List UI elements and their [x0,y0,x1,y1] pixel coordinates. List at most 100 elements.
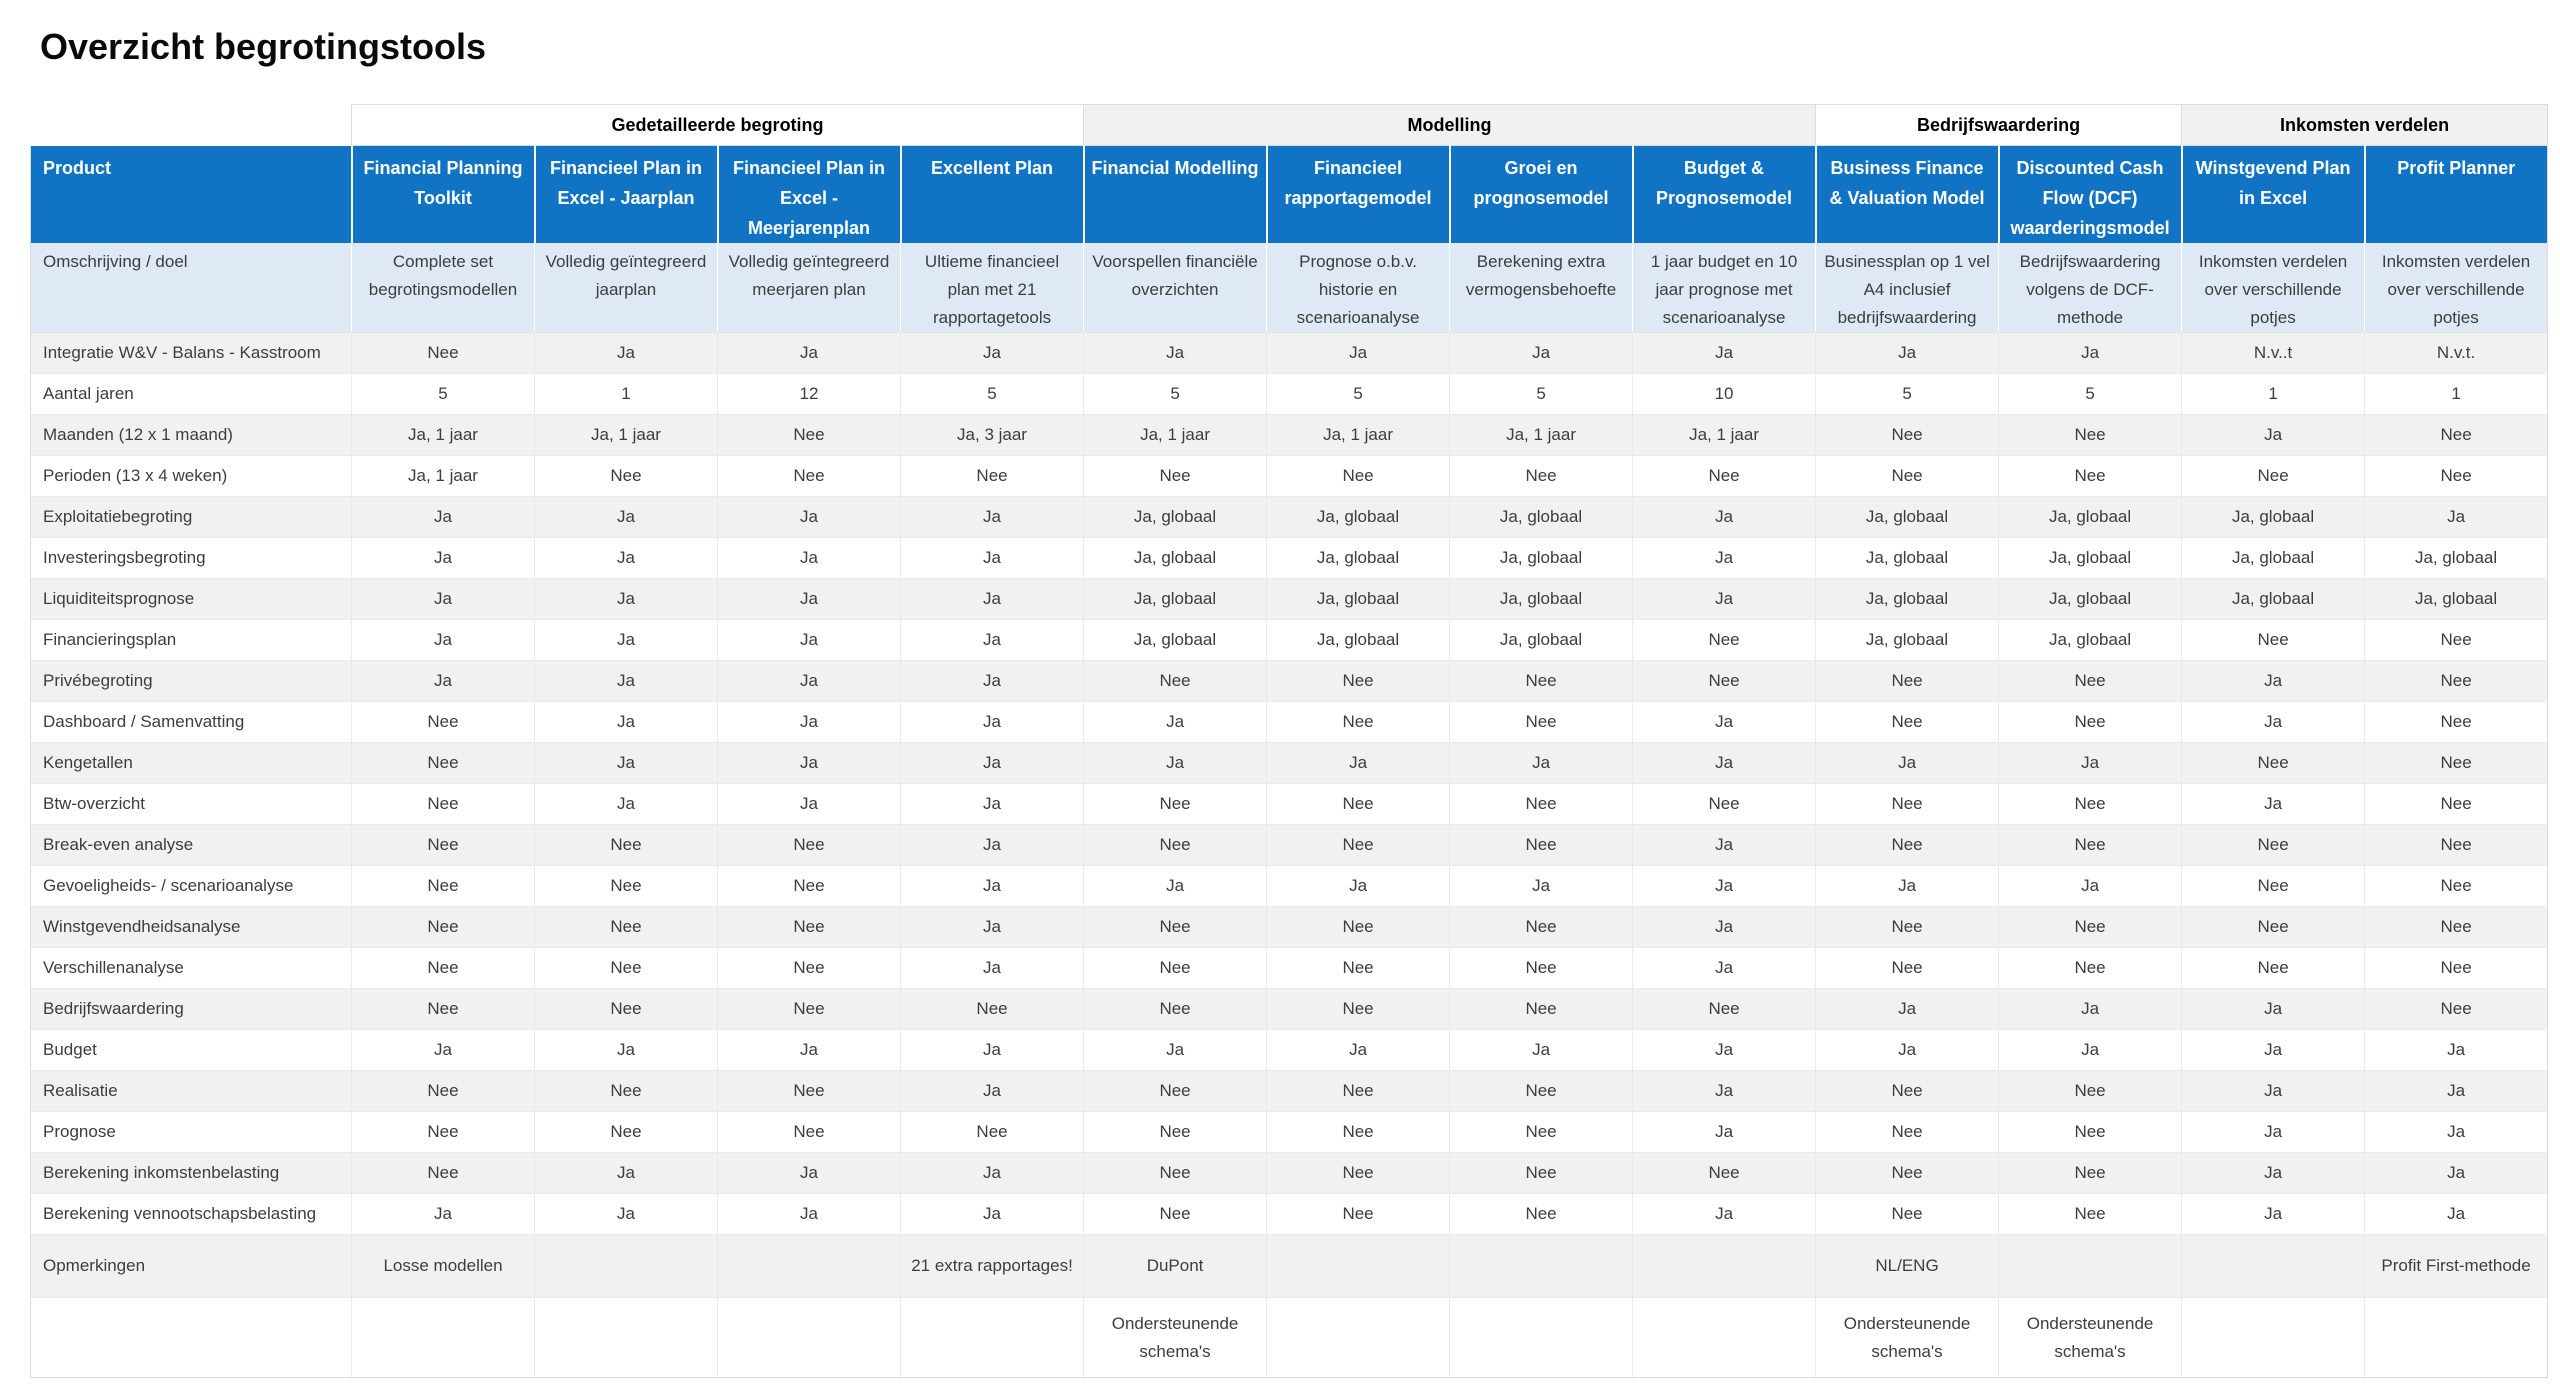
data-cell: Nee [717,906,901,948]
data-cell: Nee [2364,619,2549,661]
data-cell: Ja [2181,783,2366,825]
table-row: Aantal jaren 5 1 12 5 5 5 5 10 5 5 1 1 [30,373,2549,415]
data-cell: Ja [1449,742,1634,784]
row-label: Privébegroting [30,660,352,702]
data-cell: Nee [1266,1070,1451,1112]
data-cell [2181,1297,2366,1378]
table-row: Investeringsbegroting Ja Ja Ja Ja Ja, globaal… [30,537,2549,579]
data-cell: Ja [2181,1111,2366,1153]
product-column-header: Product [30,145,353,243]
data-cell: Nee [1266,1152,1451,1194]
data-cell: Ja [1083,1029,1268,1071]
data-cell: Ja, globaal [2181,578,2366,620]
row-label: Budget [30,1029,352,1071]
data-cell: Nee [1083,1152,1268,1194]
data-cell: Ja, globaal [1998,578,2183,620]
data-cell: Ja [1632,701,1817,743]
table-container: Gedetailleerde begroting Modelling Bedrijf… [30,104,2560,1378]
data-cell: Ja, globaal [2364,578,2549,620]
data-cell: Ja [351,496,535,538]
data-cell: Nee [1083,1070,1268,1112]
table-row: Budget Ja Ja Ja Ja Ja Ja Ja Ja Ja Ja Ja Ja [30,1029,2549,1071]
data-cell: Nee [900,455,1085,497]
data-cell: Ja, globaal [1449,578,1634,620]
row-label: Prognose [30,1111,352,1153]
data-cell: Nee [1632,619,1817,661]
data-cell: Nee [1266,455,1451,497]
data-cell: Ja [2181,414,2366,456]
data-cell: Ja [900,496,1085,538]
data-cell [534,1297,718,1378]
data-cell: Ja [1449,332,1634,374]
data-cell: Nee [351,906,535,948]
data-cell: 5 [351,373,535,415]
group-header-2: Modelling [1083,104,1817,146]
data-cell: Nee [1083,455,1268,497]
row-label: Bedrijfswaardering [30,988,352,1030]
table-row: Liquiditeitsprognose Ja Ja Ja Ja Ja, globaal J… [30,578,2549,620]
data-cell: Ja [1266,1029,1451,1071]
data-cell: N.v..t [2181,332,2366,374]
data-cell: Ja, globaal [1449,537,1634,579]
data-cell: Nee [534,1070,718,1112]
data-cell: Ja, globaal [1266,578,1451,620]
data-cell: Ja [1083,701,1268,743]
row-label: Dashboard / Samenvatting [30,701,352,743]
data-cell: Nee [1998,414,2183,456]
row-label: Break-even analyse [30,824,352,866]
data-cell: Nee [351,824,535,866]
data-cell: Ja [534,660,718,702]
data-cell: Nee [1449,1070,1634,1112]
description-cell-7: Berekening extra vermogensbehoefte [1449,243,1634,333]
data-cell: Nee [717,1070,901,1112]
data-cell: Nee [717,1111,901,1153]
data-cell: Ja [900,660,1085,702]
data-cell: Nee [1815,660,2000,702]
data-cell: Nee [2364,906,2549,948]
data-cell: Ja [1998,865,2183,907]
data-cell: Nee [1998,701,2183,743]
column-header-5: Financial Modelling [1083,145,1268,243]
row-label: Investeringsbegroting [30,537,352,579]
data-cell: Nee [900,988,1085,1030]
data-cell: Nee [1449,455,1634,497]
data-cell: Ja [900,865,1085,907]
data-cell: Nee [1815,947,2000,989]
data-cell: Ja [1266,742,1451,784]
data-cell: Nee [1998,1193,2183,1235]
description-cell-9: Businessplan op 1 vel A4 inclusief bedri… [1815,243,2000,333]
table-row: Winstgevendheidsanalyse Nee Nee Nee Ja Nee Nee… [30,906,2549,948]
data-cell: Ja, globaal [1815,496,2000,538]
data-cell: Nee [2364,455,2549,497]
data-cell: Ja [717,332,901,374]
table-row: Prognose Nee Nee Nee Nee Nee Nee Nee Ja Nee Nee Ja J… [30,1111,2549,1153]
data-cell: Ja [534,496,718,538]
data-cell: Nee [1266,1111,1451,1153]
data-cell [900,1297,1085,1378]
data-cell: Nee [2181,742,2366,784]
data-cell: Ja [1632,906,1817,948]
data-cell: Nee [351,865,535,907]
row-label: Berekening vennootschapsbelasting [30,1193,352,1235]
column-header-1: Financial Planning Toolkit [351,145,536,243]
data-cell: 1 [534,373,718,415]
data-cell [717,1297,901,1378]
data-cell: Ja, globaal [1083,537,1268,579]
data-cell: Ja [1083,742,1268,784]
data-cell: 5 [1083,373,1268,415]
data-cell: Nee [1083,1111,1268,1153]
data-cell: Ja [2181,1029,2366,1071]
data-cell: Ja, globaal [2181,496,2366,538]
data-cell: Ja [900,824,1085,866]
data-cell: Ja [351,578,535,620]
data-cell: Nee [1998,824,2183,866]
data-cell [1266,1297,1451,1378]
data-cell: Nee [2181,865,2366,907]
data-cell: Ja [1998,988,2183,1030]
data-cell: Ja [1266,865,1451,907]
data-cell: Ja [2181,701,2366,743]
data-cell: Nee [1998,1111,2183,1153]
data-cell: Nee [1998,1152,2183,1194]
data-cell: 21 extra rapportages! [900,1234,1085,1298]
data-cell: Nee [717,455,901,497]
